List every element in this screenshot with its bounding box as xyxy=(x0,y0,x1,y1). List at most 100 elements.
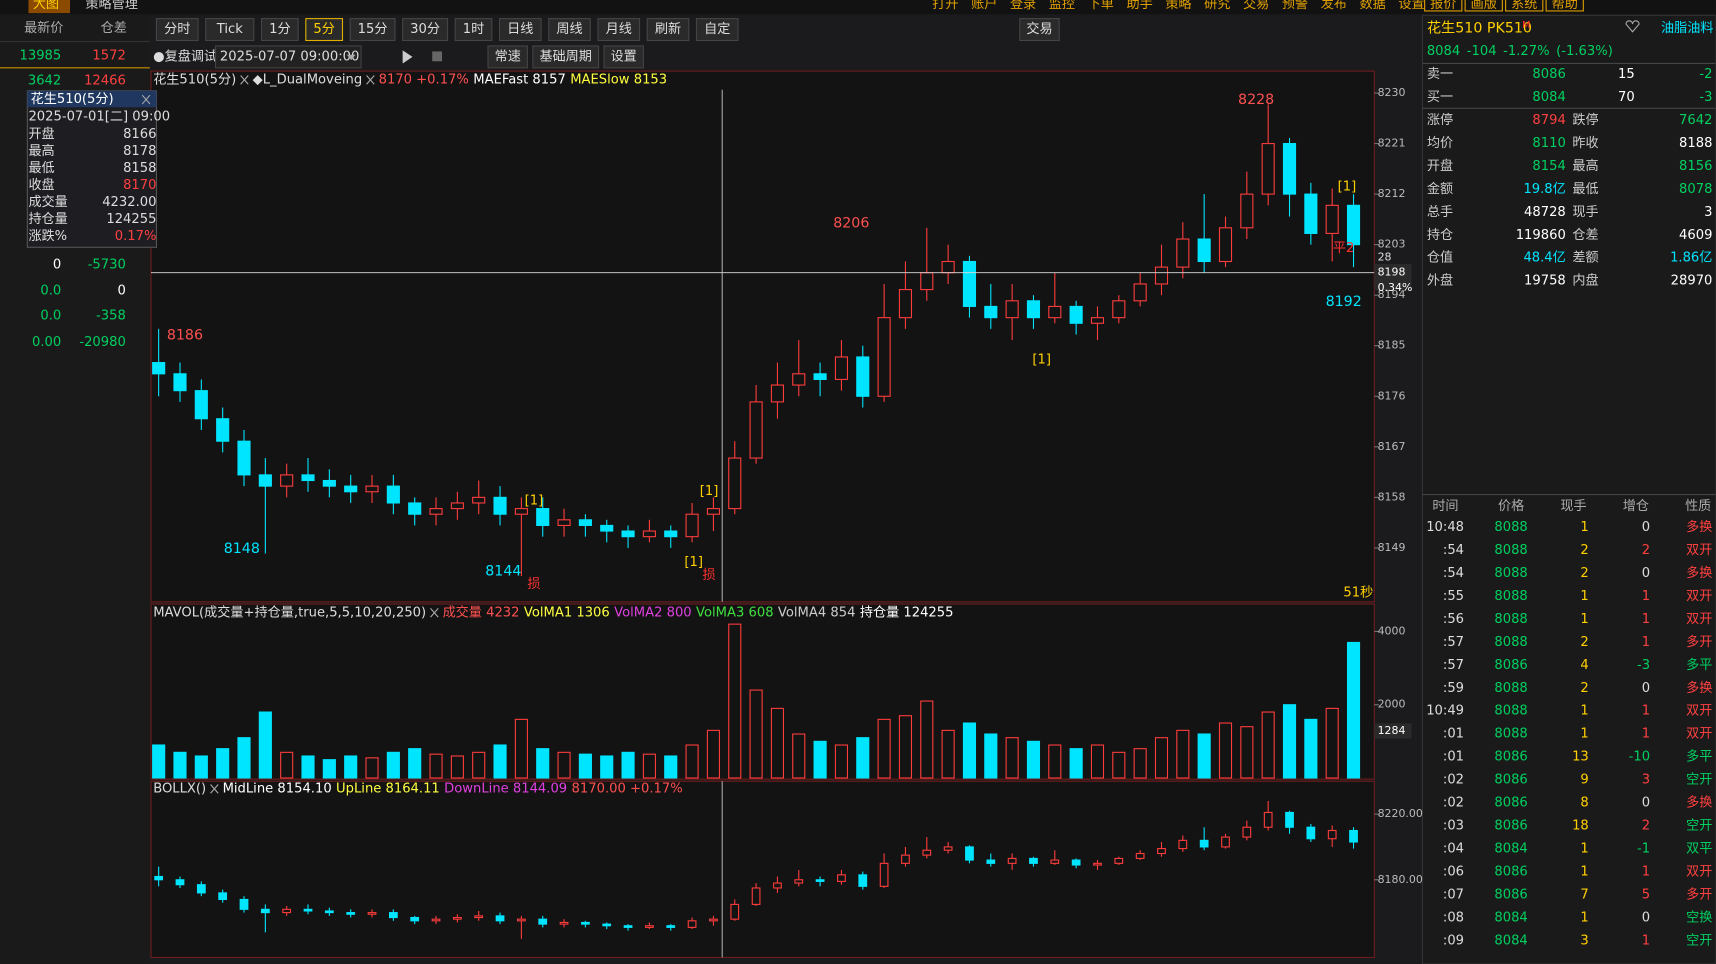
volume-bar xyxy=(1112,751,1126,779)
signal-label: [1] xyxy=(700,484,719,499)
volume-bar xyxy=(1069,748,1083,779)
popup-title-bar xyxy=(27,90,157,108)
period-label[interactable]: 月线 xyxy=(606,21,632,37)
menu-item[interactable]: 账户 xyxy=(971,0,997,12)
menu-item[interactable]: 策略 xyxy=(1165,0,1191,12)
popup-label: 开盘 xyxy=(28,125,54,142)
menu-item[interactable]: 帮助 xyxy=(1552,0,1578,12)
menu-item[interactable]: 系统 xyxy=(1511,0,1537,12)
menu-item[interactable]: 报价 xyxy=(1430,0,1456,12)
replay-button-label[interactable]: 基础周期 xyxy=(539,48,592,64)
menu-item[interactable]: 打开 xyxy=(932,0,958,12)
tick-cell: :07 xyxy=(1443,888,1464,903)
tick-cell: 多平 xyxy=(1686,748,1712,765)
y-tick-label: 8158 xyxy=(1378,490,1406,503)
legend-item: VolMA4 854 xyxy=(778,605,856,620)
datetime-box[interactable] xyxy=(215,45,362,69)
legend-item: VolMA2 800 xyxy=(614,605,692,620)
period-button[interactable] xyxy=(695,18,739,42)
stat-cell: 金额 xyxy=(1427,181,1453,197)
replay-button-label[interactable]: 常速 xyxy=(495,48,521,64)
period-label[interactable]: 1分 xyxy=(269,21,290,37)
period-label[interactable]: Tick xyxy=(216,22,243,37)
heart-icon[interactable] xyxy=(1625,20,1640,33)
period-button[interactable] xyxy=(646,18,690,42)
tick-cell: 1 xyxy=(1580,842,1588,857)
menu-item[interactable]: 研究 xyxy=(1204,0,1230,12)
period-label[interactable]: 日线 xyxy=(507,21,533,37)
period-label[interactable]: 自定 xyxy=(704,21,730,37)
menu-item[interactable]: 监控 xyxy=(1049,0,1075,12)
volume-bar xyxy=(1048,744,1062,779)
tick-cell: 3 xyxy=(1580,934,1588,949)
period-label[interactable]: 30分 xyxy=(410,21,440,37)
trade-button[interactable] xyxy=(1019,18,1060,42)
stop-icon[interactable] xyxy=(432,51,443,62)
tick-cell: :03 xyxy=(1443,819,1464,834)
candle-body xyxy=(751,887,761,905)
candle-body xyxy=(730,903,740,920)
tick-cell: 多换 xyxy=(1686,564,1712,581)
tick-cell: 双开 xyxy=(1686,589,1712,604)
stat-cell: 4609 xyxy=(1679,228,1712,243)
period-button[interactable] xyxy=(498,18,542,42)
period-label[interactable]: 5分 xyxy=(313,21,334,37)
menu-item[interactable]: 助手 xyxy=(1126,0,1152,12)
menu-item[interactable]: 数据 xyxy=(1360,0,1386,12)
tick-cell: :59 xyxy=(1443,681,1464,696)
candle-body xyxy=(216,418,230,442)
candle-body xyxy=(1135,852,1145,859)
tick-cell: 1 xyxy=(1580,704,1588,719)
period-button[interactable] xyxy=(402,18,449,42)
tab-label[interactable]: 大图 xyxy=(33,0,59,12)
menu-item[interactable]: 交易 xyxy=(1243,0,1269,12)
period-label[interactable]: 15分 xyxy=(358,21,388,37)
period-label[interactable]: 分时 xyxy=(164,21,190,37)
candle-body xyxy=(706,508,720,515)
menu-item[interactable]: 设置 xyxy=(1398,0,1424,12)
volume-bar xyxy=(237,737,251,779)
candle-body xyxy=(920,272,934,291)
period-button[interactable] xyxy=(155,18,199,42)
menu-item[interactable]: 登录 xyxy=(1010,0,1036,12)
period-label[interactable]: 刷新 xyxy=(655,21,681,37)
trade-label[interactable]: 交易 xyxy=(1026,20,1052,37)
tab-label[interactable]: 策略管理 xyxy=(85,0,137,12)
period-button[interactable] xyxy=(597,18,641,42)
stat-cell: 48728 xyxy=(1524,205,1566,220)
period-label[interactable]: 1时 xyxy=(463,21,484,37)
period-button[interactable] xyxy=(548,18,591,42)
volume-bar xyxy=(600,755,614,779)
candle-body xyxy=(1093,862,1102,866)
sector[interactable]: 油脂油料 xyxy=(1661,20,1714,36)
period-button[interactable] xyxy=(305,18,344,42)
menu-item[interactable]: 画版 xyxy=(1471,0,1497,12)
candle-body xyxy=(1242,826,1252,838)
menu-item[interactable]: 发布 xyxy=(1321,0,1347,12)
symbol-flag: M xyxy=(1522,20,1530,31)
menu-item[interactable]: 下单 xyxy=(1088,0,1114,12)
replay-button[interactable] xyxy=(487,45,528,69)
candle-body xyxy=(514,508,528,515)
y-tick-label: 8212 xyxy=(1378,187,1406,200)
quote-cell: 15 xyxy=(1618,67,1635,82)
tick-cell: 空换 xyxy=(1686,910,1712,926)
period-button[interactable] xyxy=(454,18,493,42)
tick-cell: 0 xyxy=(1642,911,1650,926)
period-button[interactable] xyxy=(349,18,396,42)
stat-cell: 总手 xyxy=(1427,204,1453,220)
replay-button-label[interactable]: 设置 xyxy=(611,48,637,64)
play-icon[interactable] xyxy=(402,50,413,64)
period-label[interactable]: 周线 xyxy=(556,21,582,37)
y-tick-label: 8176 xyxy=(1378,389,1406,402)
tick-cell: 8086 xyxy=(1494,658,1527,673)
replay-button[interactable] xyxy=(603,45,644,69)
quote: (-1.63%) xyxy=(1556,44,1613,59)
period-button[interactable] xyxy=(260,18,299,42)
popup-date: 2025-07-01[二] 09:00 xyxy=(28,110,170,125)
menu-item[interactable]: 预警 xyxy=(1282,0,1308,12)
period-button[interactable] xyxy=(205,18,255,42)
replay-button[interactable] xyxy=(532,45,600,69)
tick-cell: :56 xyxy=(1443,612,1464,627)
